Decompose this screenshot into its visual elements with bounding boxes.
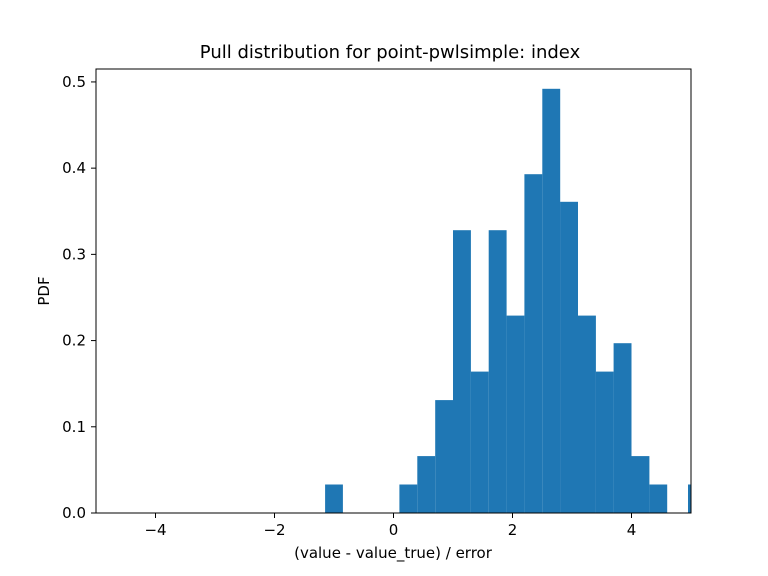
y-tick-label: 0.3 — [62, 245, 86, 263]
x-tick-label: −2 — [263, 521, 285, 539]
histogram-bar-0 — [325, 484, 343, 513]
y-tick-label: 0.0 — [62, 504, 86, 522]
x-tick-label: −4 — [144, 521, 166, 539]
histogram-bar-6 — [488, 230, 507, 513]
histogram-bar-10 — [560, 201, 578, 514]
y-tick-label: 0.4 — [62, 159, 86, 177]
y-axis-label: PDF — [35, 276, 53, 305]
histogram-bar-2 — [417, 456, 436, 513]
histogram-bar-9 — [542, 88, 561, 514]
histogram-bar-8 — [524, 174, 543, 513]
chart-title: Pull distribution for point-pwlsimple: i… — [200, 42, 581, 63]
y-axis-ticks: 0.0 0.1 0.2 0.3 0.4 0.5 — [62, 73, 96, 522]
y-tick-label: 0.2 — [62, 332, 86, 350]
x-tick-label: 4 — [627, 521, 637, 539]
histogram-bar-4 — [453, 230, 471, 513]
histogram-bar-12 — [595, 371, 614, 513]
histogram-bar-13 — [613, 343, 632, 513]
histogram-bar-14 — [631, 456, 650, 513]
y-tick-label: 0.5 — [62, 73, 86, 91]
histogram-bar-3 — [435, 400, 453, 513]
histogram-bar-5 — [470, 371, 489, 513]
histogram-bar-11 — [578, 315, 596, 513]
histogram-bar-7 — [506, 315, 525, 513]
x-axis-ticks: −4 −2 0 2 4 — [144, 513, 636, 539]
x-axis-label: (value - value_true) / error — [294, 544, 493, 563]
histogram-bar-16 — [688, 484, 691, 513]
histogram-bar-15 — [649, 484, 668, 513]
x-tick-label: 0 — [389, 521, 399, 539]
histogram-bar-1 — [399, 484, 418, 513]
y-tick-label: 0.1 — [62, 418, 86, 436]
histogram-bars — [325, 88, 691, 514]
x-tick-label: 2 — [508, 521, 518, 539]
